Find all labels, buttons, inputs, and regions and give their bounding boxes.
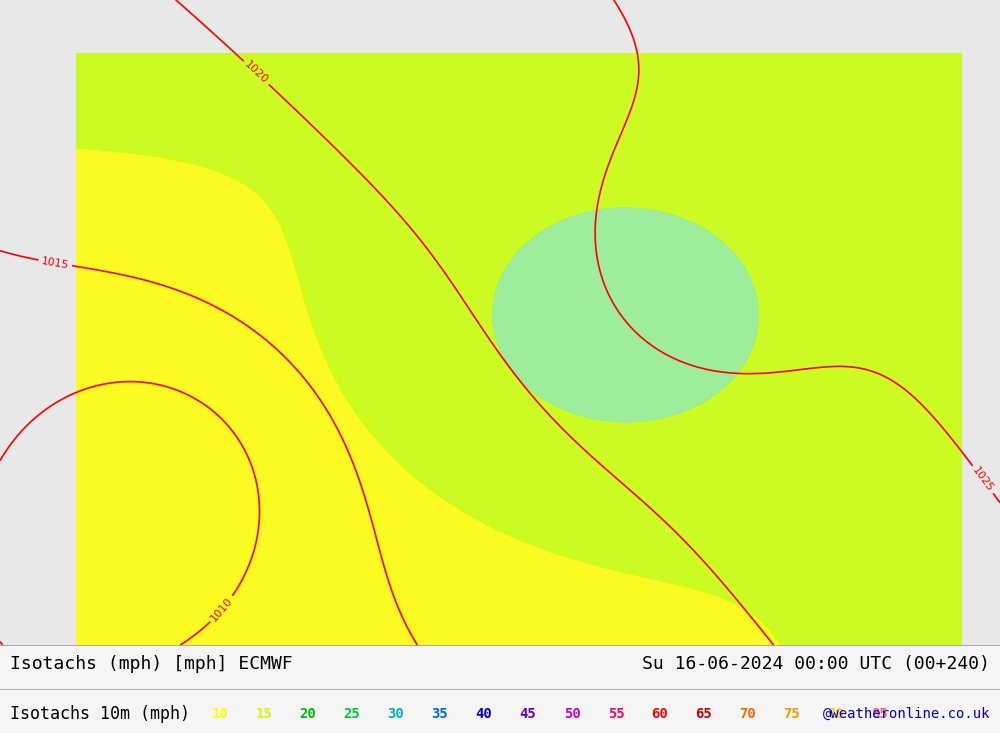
Text: 70: 70 — [740, 707, 756, 721]
Text: 1025: 1025 — [970, 465, 995, 494]
Text: 65: 65 — [696, 707, 712, 721]
Text: 50: 50 — [564, 707, 580, 721]
Text: 1020: 1020 — [243, 59, 270, 86]
Text: 40: 40 — [476, 707, 492, 721]
Text: 60: 60 — [652, 707, 668, 721]
Text: 20: 20 — [300, 707, 316, 721]
Text: 35: 35 — [432, 707, 448, 721]
Text: 85: 85 — [872, 707, 888, 721]
Text: 55: 55 — [608, 707, 624, 721]
Text: @weatheronline.co.uk: @weatheronline.co.uk — [822, 707, 990, 721]
Text: 1010: 1010 — [209, 595, 235, 623]
Text: 10: 10 — [212, 707, 228, 721]
Text: 1015: 1015 — [41, 256, 70, 270]
Text: 90: 90 — [916, 707, 932, 721]
Text: 25: 25 — [344, 707, 360, 721]
Text: 30: 30 — [388, 707, 404, 721]
Text: 80: 80 — [828, 707, 844, 721]
Text: Isotachs 10m (mph): Isotachs 10m (mph) — [10, 704, 190, 723]
Text: 45: 45 — [520, 707, 536, 721]
Text: 75: 75 — [784, 707, 800, 721]
Text: Su 16-06-2024 00:00 UTC (00+240): Su 16-06-2024 00:00 UTC (00+240) — [642, 655, 990, 674]
Text: 15: 15 — [256, 707, 272, 721]
Text: Isotachs (mph) [mph] ECMWF: Isotachs (mph) [mph] ECMWF — [10, 655, 293, 674]
